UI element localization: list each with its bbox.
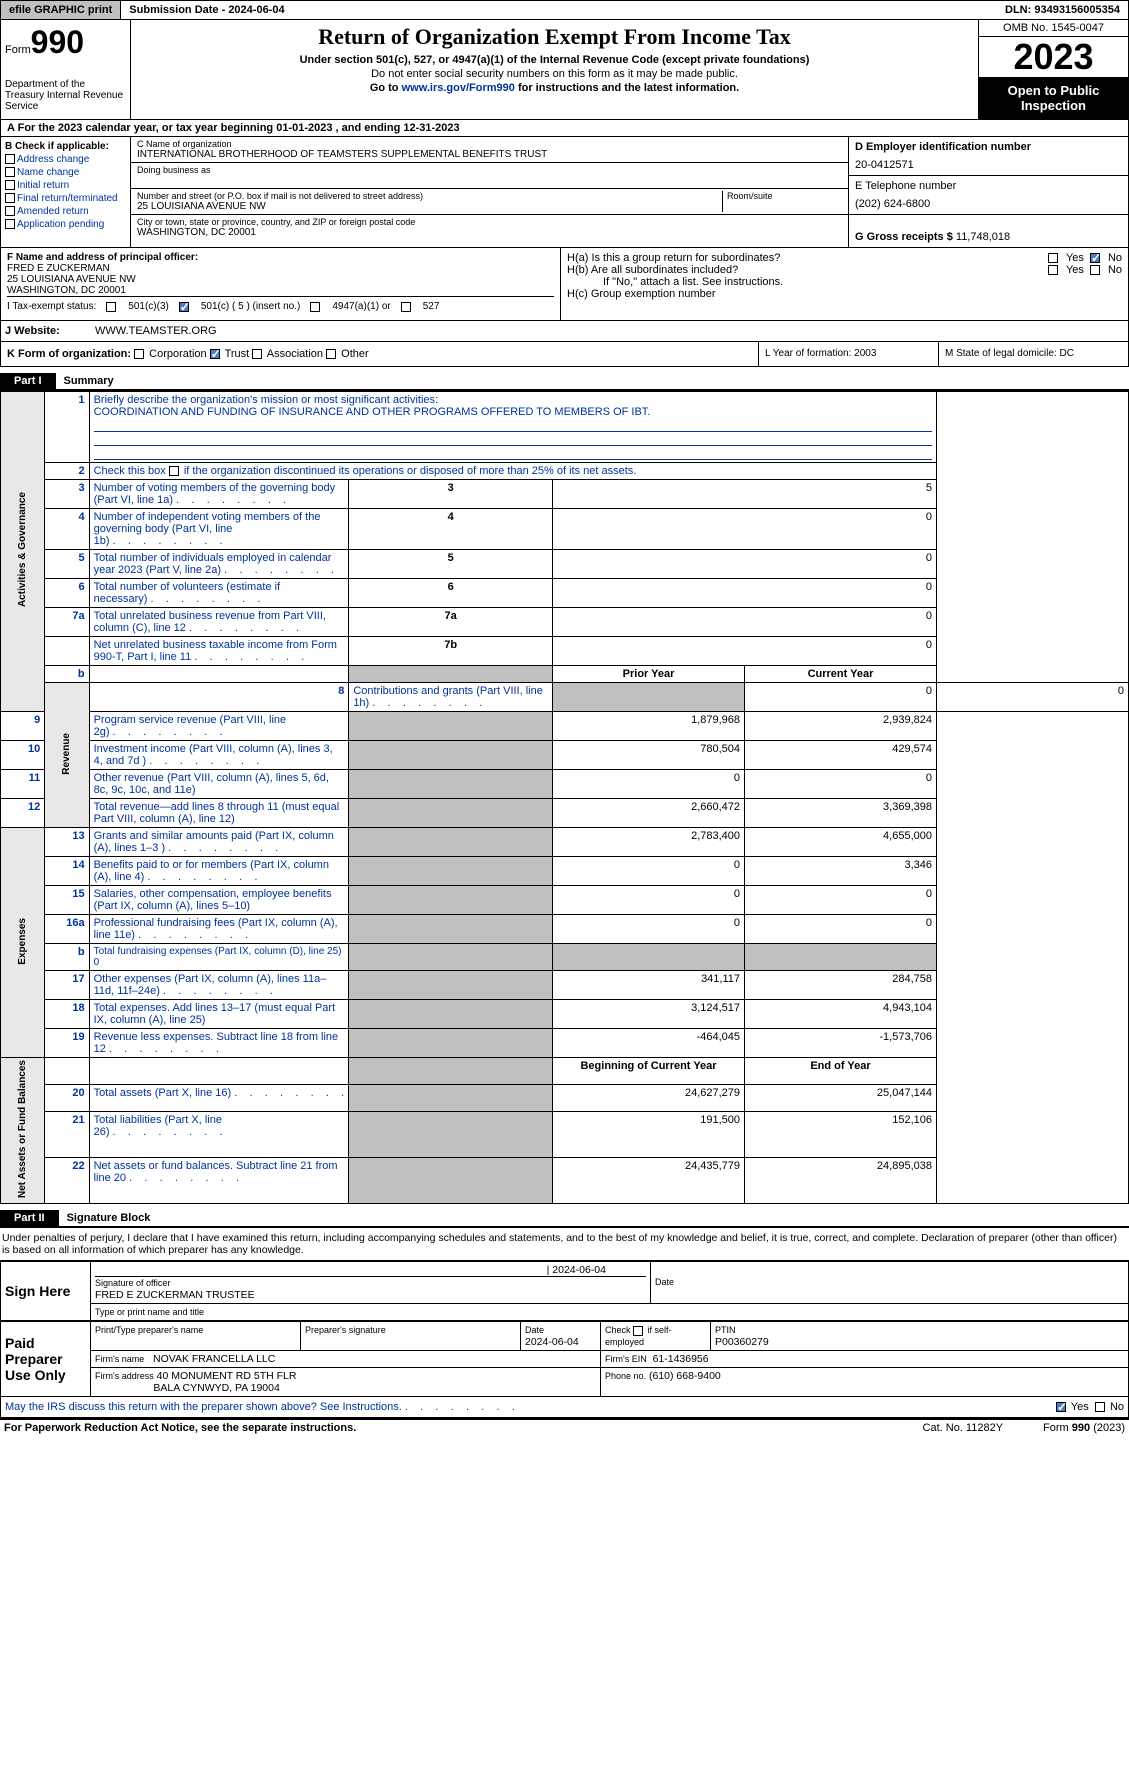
dln: DLN: 93493156005354 — [997, 1, 1128, 19]
omb: OMB No. 1545-0047 — [979, 20, 1128, 37]
chk-discontinued[interactable] — [169, 466, 179, 476]
form-number: 990 — [31, 24, 84, 60]
chk-corp[interactable] — [134, 349, 144, 359]
website-row: J Website: WWW.TEAMSTER.ORG — [0, 321, 1129, 342]
sig-intro: Under penalties of perjury, I declare th… — [0, 1228, 1129, 1261]
form-subtitle: Under section 501(c), 527, or 4947(a)(1)… — [135, 54, 974, 66]
chk-addr-change[interactable] — [5, 154, 15, 164]
dept: Department of the Treasury Internal Reve… — [5, 79, 126, 112]
website: WWW.TEAMSTER.ORG — [91, 321, 1128, 341]
ein: 20-0412571 — [855, 159, 1122, 171]
chk-self-emp[interactable] — [633, 1326, 643, 1336]
form-org-row: K Form of organization: Corporation Trus… — [0, 342, 1129, 367]
goto-line: Go to www.irs.gov/Form990 for instructio… — [135, 82, 974, 94]
paid-preparer: Paid Preparer Use Only Print/Type prepar… — [0, 1321, 1129, 1397]
form-title: Return of Organization Exempt From Incom… — [135, 24, 974, 50]
sign-here: Sign Here | 2024-06-04Signature of offic… — [0, 1261, 1129, 1321]
chk-pending[interactable] — [5, 219, 15, 229]
gross-receipts: 11,748,018 — [956, 231, 1010, 243]
firm-name: NOVAK FRANCELLA LLC — [153, 1353, 275, 1365]
topbar: efile GRAPHIC print Submission Date - 20… — [0, 0, 1129, 20]
telephone: (202) 624-6800 — [855, 198, 1122, 210]
chk-527[interactable] — [401, 302, 411, 312]
officer-row: F Name and address of principal officer:… — [0, 248, 1129, 321]
firm-ein: 61-1436956 — [653, 1353, 709, 1365]
discuss-row: May the IRS discuss this return with the… — [0, 1397, 1129, 1418]
hb-yes[interactable] — [1048, 265, 1058, 275]
tax-period: A For the 2023 calendar year, or tax yea… — [0, 120, 1129, 137]
chk-assoc[interactable] — [252, 349, 262, 359]
cat-no: Cat. No. 11282Y — [923, 1422, 1004, 1434]
chk-final[interactable] — [5, 193, 15, 203]
chk-501c3[interactable] — [106, 302, 116, 312]
efile-btn[interactable]: efile GRAPHIC print — [1, 1, 121, 19]
chk-4947[interactable] — [310, 302, 320, 312]
entity-block: B Check if applicable: Address change Na… — [0, 137, 1129, 248]
chk-amended[interactable] — [5, 206, 15, 216]
officer-sig: FRED E ZUCKERMAN TRUSTEE — [95, 1289, 255, 1301]
summary-table: Activities & Governance 1 Briefly descri… — [0, 391, 1129, 1204]
ptin: P00360279 — [715, 1336, 769, 1348]
discuss-yes[interactable] — [1056, 1402, 1066, 1412]
footer: For Paperwork Reduction Act Notice, see … — [0, 1418, 1129, 1436]
ssn-note: Do not enter social security numbers on … — [135, 68, 974, 80]
chk-initial[interactable] — [5, 180, 15, 190]
section-b: B Check if applicable: Address change Na… — [1, 137, 131, 247]
open-inspection: Open to Public Inspection — [979, 77, 1128, 119]
form-label: Form — [5, 44, 31, 56]
ha-yes[interactable] — [1048, 253, 1058, 263]
chk-other[interactable] — [326, 349, 336, 359]
org-street: 25 LOUISIANA AVENUE NW — [137, 201, 722, 212]
mission: COORDINATION AND FUNDING OF INSURANCE AN… — [94, 406, 651, 418]
chk-name-change[interactable] — [5, 167, 15, 177]
part2-bar: Part IISignature Block — [0, 1204, 1129, 1228]
tax-year: 2023 — [979, 37, 1128, 77]
section-c: C Name of organizationINTERNATIONAL BROT… — [131, 137, 848, 247]
line3-val: 5 — [553, 480, 937, 509]
year-formation: L Year of formation: 2003 — [758, 342, 938, 366]
irs-link[interactable]: www.irs.gov/Form990 — [402, 82, 515, 94]
chk-trust[interactable] — [210, 349, 220, 359]
hb-no[interactable] — [1090, 265, 1100, 275]
discuss-no[interactable] — [1095, 1402, 1105, 1412]
ha-no[interactable] — [1090, 253, 1100, 263]
officer-name: FRED E ZUCKERMAN — [7, 263, 554, 274]
chk-501c[interactable] — [179, 302, 189, 312]
org-city: WASHINGTON, DC 20001 — [137, 227, 842, 238]
org-name: INTERNATIONAL BROTHERHOOD OF TEAMSTERS S… — [137, 149, 842, 160]
section-d: D Employer identification number20-04125… — [848, 137, 1128, 247]
form-header: Form990 Department of the Treasury Inter… — [0, 20, 1129, 120]
firm-phone: (610) 668-9400 — [649, 1370, 721, 1382]
state-domicile: M State of legal domicile: DC — [938, 342, 1128, 366]
submission-date: Submission Date - 2024-06-04 — [121, 1, 292, 19]
part1-bar: Part ISummary — [0, 367, 1129, 391]
